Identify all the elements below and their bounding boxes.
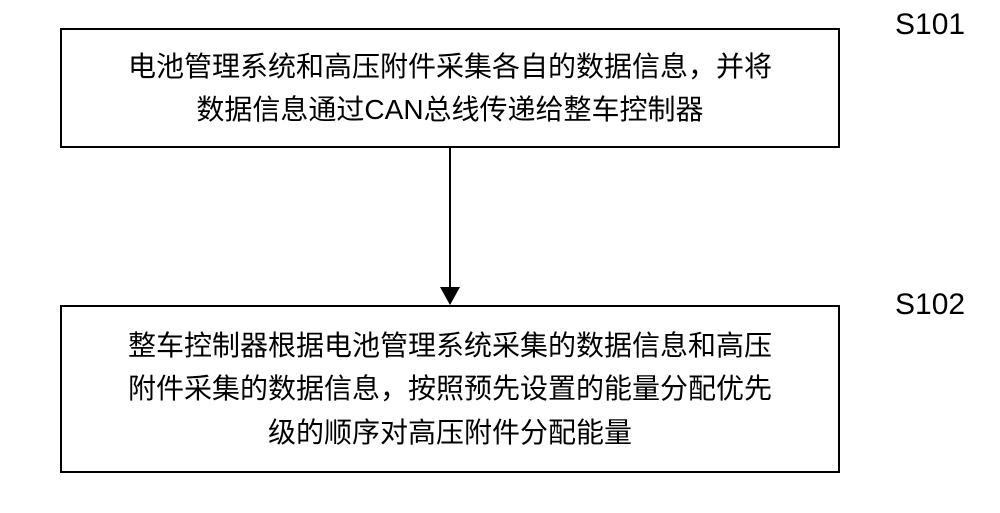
step-text-s102: 整车控制器根据电池管理系统采集的数据信息和高压 附件采集的数据信息，按照预先设置…	[128, 324, 772, 454]
step-label-s102: S102	[895, 288, 965, 322]
step-box-s101: 电池管理系统和高压附件采集各自的数据信息，并将 数据信息通过CAN总线传递给整车…	[60, 28, 840, 148]
arrow-s101-s102-head	[440, 287, 460, 305]
step-text-s101: 电池管理系统和高压附件采集各自的数据信息，并将 数据信息通过CAN总线传递给整车…	[128, 45, 772, 132]
step-box-s102: 整车控制器根据电池管理系统采集的数据信息和高压 附件采集的数据信息，按照预先设置…	[60, 305, 840, 473]
flowchart-canvas: 电池管理系统和高压附件采集各自的数据信息，并将 数据信息通过CAN总线传递给整车…	[0, 0, 1000, 513]
arrow-s101-s102-stem	[449, 148, 451, 287]
step-label-s101: S101	[895, 8, 965, 42]
